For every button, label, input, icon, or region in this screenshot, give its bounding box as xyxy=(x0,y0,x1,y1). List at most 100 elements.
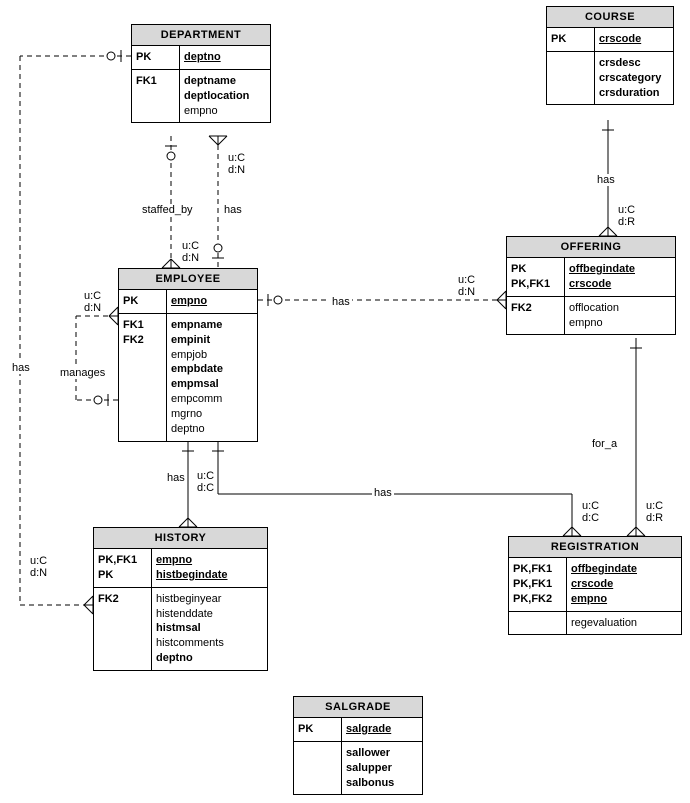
attr: crscode xyxy=(569,277,671,292)
entity-course: COURSEPK crscode crsdesccrscategorycrsdur… xyxy=(546,6,674,105)
attr: empjob xyxy=(171,348,253,363)
key-column: PK xyxy=(294,718,342,741)
entity-title: OFFERING xyxy=(507,237,675,258)
relationship-label: manages xyxy=(58,367,107,379)
attr: deptlocation xyxy=(184,89,266,104)
relationship-label: has xyxy=(372,487,394,499)
attr-column: offlocationempno xyxy=(565,297,675,335)
attr: empno xyxy=(171,294,253,309)
attr-column: deptno xyxy=(180,46,270,69)
entity-row: regevaluation xyxy=(509,612,681,635)
cardinality-label: u:Cd:N xyxy=(28,555,49,579)
attr-column: regevaluation xyxy=(567,612,681,635)
attr-column: offbegindatecrscode xyxy=(565,258,675,296)
entity-row: PK deptno xyxy=(132,46,270,70)
cardinality-label: u:Cd:N xyxy=(180,240,201,264)
entity-row: FK2offlocationempno xyxy=(507,297,675,335)
attr-column: empnohistbegindate xyxy=(152,549,267,587)
attr: histcomments xyxy=(156,636,263,651)
attr: crsdesc xyxy=(599,56,669,71)
attr: regevaluation xyxy=(571,616,677,631)
attr-column: empno xyxy=(167,290,257,313)
attr: deptname xyxy=(184,74,266,89)
attr: empmsal xyxy=(171,377,253,392)
entity-title: COURSE xyxy=(547,7,673,28)
attr: deptno xyxy=(184,50,266,65)
attr-column: empnameempinitempjobempbdateempmsalempco… xyxy=(167,314,257,441)
entity-history: HISTORYPK,FK1PKempnohistbegindateFK2 hist… xyxy=(93,527,268,671)
cardinality-label: u:Cd:C xyxy=(580,500,601,524)
key-column: PK xyxy=(132,46,180,69)
cardinality-label: u:Cd:R xyxy=(644,500,665,524)
attr-column: sallowersaluppersalbonus xyxy=(342,742,422,795)
relationship-label: for_a xyxy=(590,438,619,450)
er-diagram-canvas: DEPARTMENTPKdeptnoFK1deptnamedeptlocatio… xyxy=(0,0,690,803)
entity-registration: REGISTRATIONPK,FK1PK,FK1PK,FK2offbeginda… xyxy=(508,536,682,635)
entity-title: SALGRADE xyxy=(294,697,422,718)
relationship-label: has xyxy=(330,296,352,308)
entity-title: EMPLOYEE xyxy=(119,269,257,290)
entity-title: DEPARTMENT xyxy=(132,25,270,46)
attr: histbeginyear xyxy=(156,592,263,607)
key-column: PK,FK1PK,FK1PK,FK2 xyxy=(509,558,567,611)
attr-column: salgrade xyxy=(342,718,422,741)
entity-offering: OFFERINGPKPK,FK1offbegindatecrscodeFK2of… xyxy=(506,236,676,335)
attr: deptno xyxy=(171,422,253,437)
relationship-label: has xyxy=(595,174,617,186)
attr: crscode xyxy=(599,32,669,47)
attr: offlocation xyxy=(569,301,671,316)
attr: salupper xyxy=(346,761,418,776)
attr: empinit xyxy=(171,333,253,348)
entity-title: REGISTRATION xyxy=(509,537,681,558)
key-column: PK xyxy=(547,28,595,51)
entity-row: PK,FK1PKempnohistbegindate xyxy=(94,549,267,588)
connectors-layer xyxy=(0,0,690,803)
attr: deptno xyxy=(156,651,263,666)
attr: sallower xyxy=(346,746,418,761)
cardinality-label: u:Cd:C xyxy=(195,470,216,494)
attr-column: offbegindatecrscodeempno xyxy=(567,558,681,611)
relationship-label: staffed_by xyxy=(140,204,195,216)
cardinality-label: u:Cd:N xyxy=(226,152,247,176)
attr: empno xyxy=(156,553,263,568)
relationship-label: has xyxy=(222,204,244,216)
key-column xyxy=(509,612,567,635)
entity-row: FK1FK2empnameempinitempjobempbdateempmsa… xyxy=(119,314,257,441)
key-column: FK1FK2 xyxy=(119,314,167,441)
entity-row: PK empno xyxy=(119,290,257,314)
entity-row: PK salgrade xyxy=(294,718,422,742)
attr: histmsal xyxy=(156,621,263,636)
entity-row: PK,FK1PK,FK1PK,FK2offbegindatecrscodeemp… xyxy=(509,558,681,612)
attr: mgrno xyxy=(171,407,253,422)
attr: histenddate xyxy=(156,607,263,622)
attr: empcomm xyxy=(171,392,253,407)
attr: salgrade xyxy=(346,722,418,737)
entity-employee: EMPLOYEEPKempnoFK1FK2empnameempinitempjo… xyxy=(118,268,258,442)
attr-column: crsdesccrscategorycrsduration xyxy=(595,52,673,105)
attr: empname xyxy=(171,318,253,333)
key-column: PK xyxy=(119,290,167,313)
key-column: FK1 xyxy=(132,70,180,123)
key-column: FK2 xyxy=(94,588,152,670)
cardinality-label: u:Cd:N xyxy=(456,274,477,298)
key-column: FK2 xyxy=(507,297,565,335)
key-column xyxy=(294,742,342,795)
entity-title: HISTORY xyxy=(94,528,267,549)
cardinality-label: u:Cd:R xyxy=(616,204,637,228)
attr: offbegindate xyxy=(569,262,671,277)
entity-row: crsdesccrscategorycrsduration xyxy=(547,52,673,105)
attr-column: deptnamedeptlocationempno xyxy=(180,70,270,123)
attr: empno xyxy=(571,592,677,607)
entity-salgrade: SALGRADEPK salgrade sallowersaluppersalbo… xyxy=(293,696,423,795)
entity-row: FK1deptnamedeptlocationempno xyxy=(132,70,270,123)
cardinality-label: u:Cd:N xyxy=(82,290,103,314)
attr: empno xyxy=(569,316,671,331)
attr: salbonus xyxy=(346,776,418,791)
entity-row: PKPK,FK1offbegindatecrscode xyxy=(507,258,675,297)
attr-column: crscode xyxy=(595,28,673,51)
attr: crscode xyxy=(571,577,677,592)
attr: histbegindate xyxy=(156,568,263,583)
key-column: PKPK,FK1 xyxy=(507,258,565,296)
attr: empno xyxy=(184,104,266,119)
key-column xyxy=(547,52,595,105)
